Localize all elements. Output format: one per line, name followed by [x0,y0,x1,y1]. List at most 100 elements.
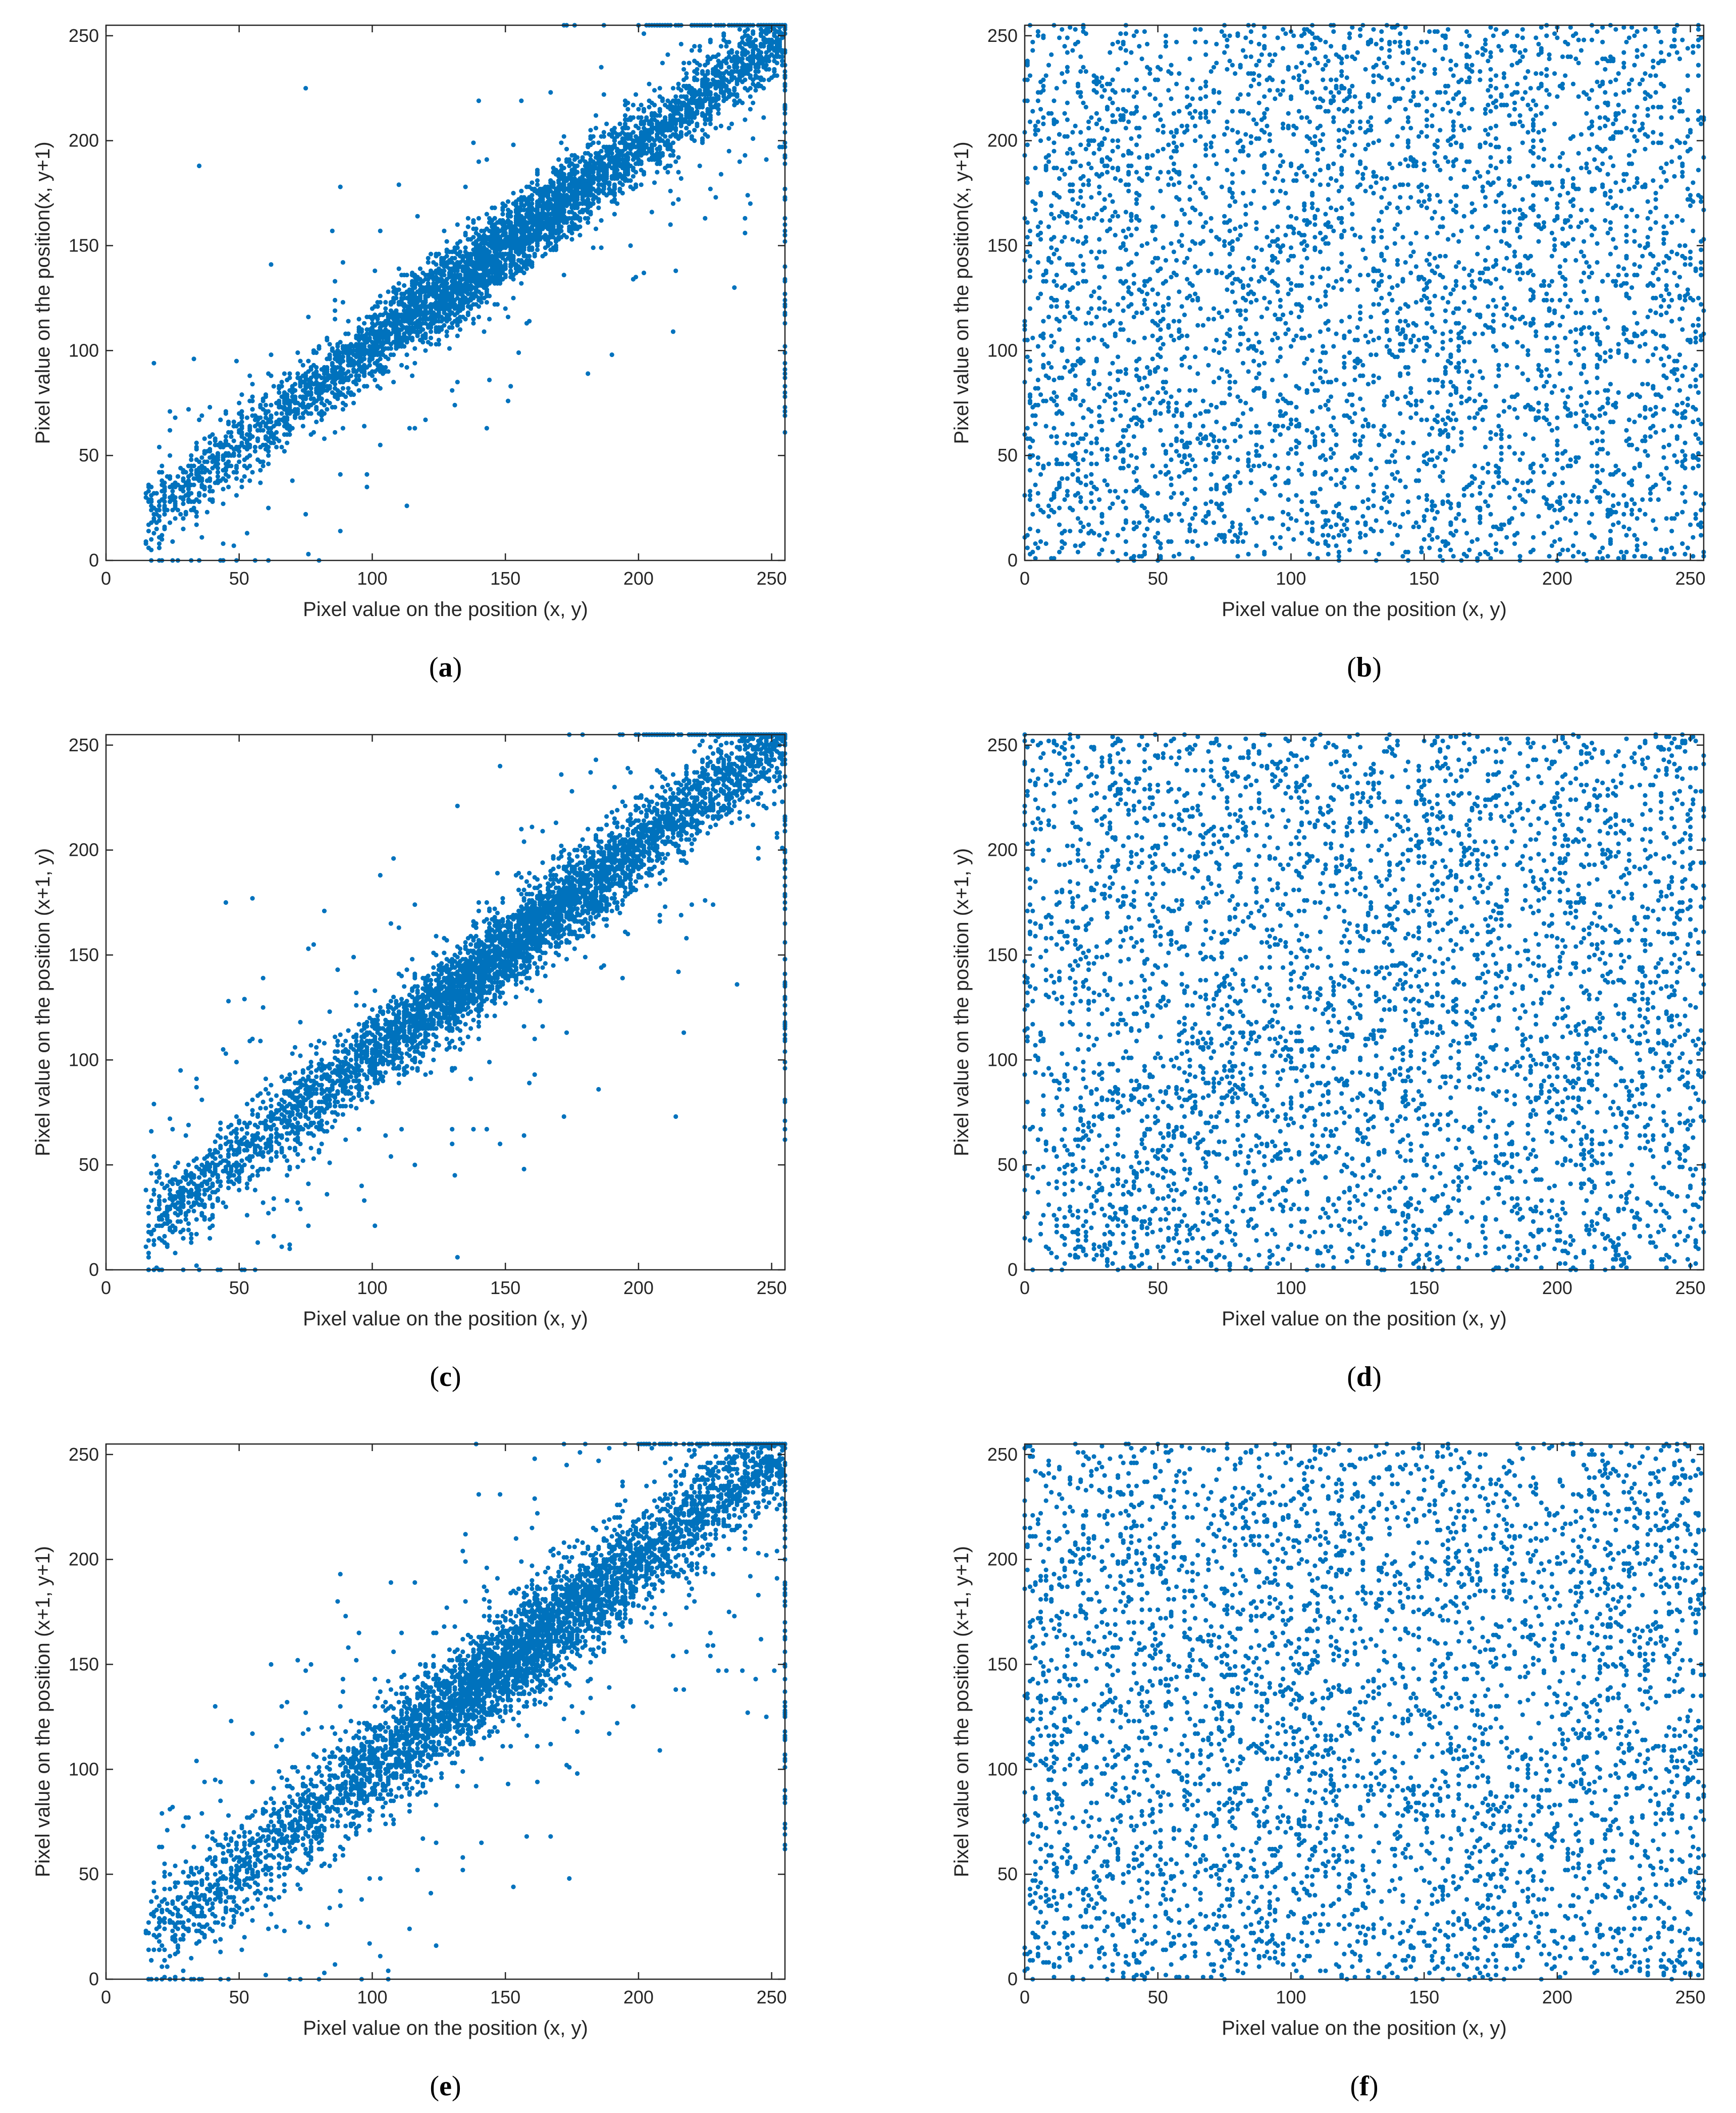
data-point [647,119,652,124]
data-point [617,121,622,126]
data-point [325,407,330,412]
data-point [415,281,420,286]
data-point [569,220,574,225]
data-point [170,507,175,512]
data-point [444,239,449,244]
data-point [596,140,601,145]
data-point [168,428,173,433]
data-point [364,472,370,477]
data-point [628,136,633,141]
data-point [743,117,748,122]
data-point [628,243,633,248]
data-point [474,287,479,292]
data-point [612,182,617,187]
data-point [596,157,601,162]
data-point [402,331,407,336]
data-point [572,182,577,187]
data-point [726,148,731,153]
data-point [732,102,737,108]
data-point [711,54,716,59]
data-point [553,168,558,173]
data-point [612,172,617,177]
data-point [338,529,343,534]
data-point [732,65,737,70]
data-point [586,142,591,147]
data-point [234,470,239,475]
data-point [689,86,694,91]
data-point [673,119,678,124]
data-point [447,325,452,330]
data-point [287,409,292,414]
data-point [277,390,282,395]
data-point [455,310,460,316]
data-point [769,75,774,80]
data-point [503,251,508,256]
data-point [362,356,367,362]
data-point [343,371,348,376]
data-point [237,444,242,450]
data-point [279,411,284,416]
data-point [282,424,287,429]
data-point [247,426,252,431]
data-point [612,130,617,135]
data-point [439,255,444,261]
data-point [239,392,244,397]
data-point [343,331,348,336]
data-point [218,444,223,450]
data-point [333,386,338,391]
data-point [561,273,566,278]
data-point [756,83,761,89]
data-point [764,50,769,55]
data-point [540,210,545,215]
data-point [468,237,474,242]
data-point [535,170,540,175]
data-point [657,146,662,151]
data-point [591,197,596,202]
data-point [402,283,407,288]
data-point [282,400,287,405]
data-point [513,245,518,250]
data-point [447,260,452,265]
data-point [657,113,662,118]
data-point [751,48,756,53]
data-point [417,293,423,298]
data-point [314,404,319,410]
data-point [420,333,426,338]
data-point [673,134,678,139]
data-point [428,329,434,334]
data-point [743,77,748,82]
data-point [660,61,665,66]
data-point [325,369,330,374]
data-point [743,33,748,38]
data-point [761,37,766,42]
data-point [223,442,228,448]
data-point [476,98,482,104]
data-point [721,71,726,76]
data-point [751,44,756,49]
data-point [740,52,745,57]
data-point [231,420,236,425]
data-point [777,41,782,46]
data-point [327,342,332,347]
data-point [436,325,441,330]
data-point [758,33,764,38]
data-point [692,59,697,64]
data-point [577,233,583,238]
data-point [247,436,252,441]
data-point [189,453,194,458]
data-point [146,482,151,488]
data-point [663,115,668,120]
data-point [258,415,263,420]
data-point [721,90,726,95]
data-point [274,411,279,416]
data-point [151,360,156,366]
data-point [745,27,750,32]
data-point [420,327,426,332]
data-point [716,107,721,112]
data-point [266,417,271,423]
data-point [426,255,431,261]
data-point [599,245,604,250]
data-point [356,317,361,322]
data-point [391,297,396,303]
